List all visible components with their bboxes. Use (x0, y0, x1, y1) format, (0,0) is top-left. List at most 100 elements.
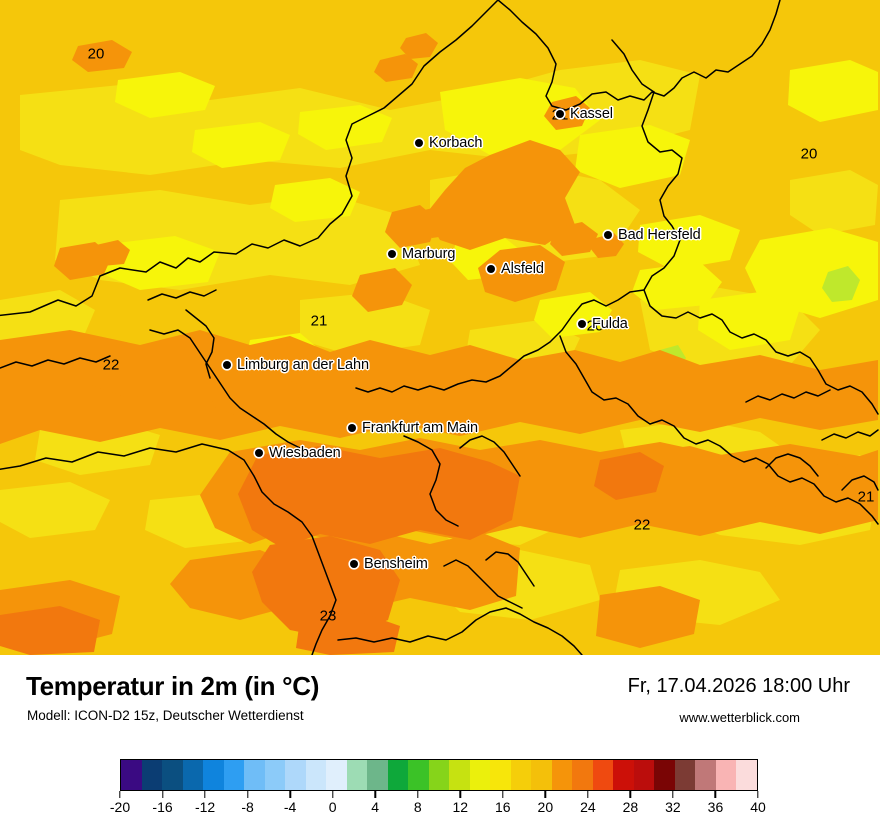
city-label: Wiesbaden (269, 445, 341, 461)
colorbar-swatch (346, 760, 368, 790)
city-label: Fulda (592, 316, 628, 332)
city-label: Bad Hersfeld (618, 227, 701, 243)
colorbar-tick (544, 791, 547, 798)
colorbar-swatch (572, 760, 593, 790)
colorbar-swatch (162, 760, 183, 790)
city-dot-icon (578, 320, 586, 328)
colorbar-tick (629, 791, 632, 798)
city-marker[interactable]: Bensheim (350, 556, 428, 572)
colorbar-tick (289, 791, 291, 798)
colorbar-swatch (654, 760, 675, 790)
colorbar-swatch (408, 760, 429, 790)
colorbar-tick (417, 791, 419, 798)
colorbar-tick-label: 36 (707, 799, 724, 815)
valid-datetime: Fr, 17.04.2026 18:00 Uhr (627, 675, 850, 697)
city-dot-icon (348, 424, 356, 432)
colorbar-swatch (551, 760, 573, 790)
colorbar-swatch (326, 760, 347, 790)
colorbar-swatch (223, 760, 245, 790)
colorbar-tick-labels: -20 -16 -12 -8 -4 0 4 8 12 16 20 24 28 32 36 40 (110, 799, 766, 819)
colorbar-tick-label: 28 (622, 799, 639, 815)
city-dot-icon (556, 110, 564, 118)
colorbar-tick (119, 791, 121, 798)
city-label: Kassel (570, 106, 613, 122)
contour-value-label: 20 (586, 317, 604, 335)
city-label: Bensheim (364, 556, 428, 572)
colorbar-swatch (141, 760, 163, 790)
contour-value-label: 21 (857, 488, 875, 506)
colorbar-swatch (387, 760, 409, 790)
colorbar-tick-label: -4 (283, 799, 297, 815)
city-dot-icon (415, 139, 423, 147)
colorbar-tick-label: 24 (580, 799, 596, 815)
temperature-colorbar: -20 -16 -12 -8 -4 0 4 8 12 16 20 24 28 32 36 40 (110, 759, 766, 815)
city-marker[interactable]: Bad Hersfeld (604, 227, 701, 243)
colorbar-tick (204, 791, 206, 798)
colorbar-tick (714, 791, 717, 798)
colorbar-tick (374, 791, 376, 798)
colorbar-swatch (264, 760, 286, 790)
city-marker[interactable]: Marburg (388, 246, 455, 262)
colorbar-tick (587, 791, 589, 798)
colorbar-tick (246, 791, 249, 798)
colorbar-swatch (367, 760, 388, 790)
colorbar-tick (672, 791, 674, 798)
colorbar-ticks (119, 791, 759, 799)
colorbar-swatch (736, 760, 757, 790)
contour-value-label: 20 (87, 45, 105, 63)
contour-value-label: 23 (319, 607, 337, 625)
colorbar-swatch (633, 760, 655, 790)
contour-value-label: 22 (102, 356, 120, 374)
site-url: www.wetterblick.com (679, 710, 800, 725)
map-footer: Temperatur in 2m (in °C) Modell: ICON-D2… (0, 655, 880, 830)
colorbar-tick-label: 20 (537, 799, 554, 815)
city-dot-icon (223, 361, 231, 369)
colorbar-swatch (449, 760, 470, 790)
colorbar-tick-label: 0 (328, 799, 337, 815)
colorbar-tick (757, 791, 759, 798)
colorbar-swatch (285, 760, 306, 790)
colorbar-tick (331, 791, 334, 798)
colorbar-tick-label: -16 (152, 799, 173, 815)
colorbar-tick-label: -12 (194, 799, 216, 815)
city-marker[interactable]: Kassel (556, 106, 613, 122)
colorbar-swatch (674, 760, 696, 790)
colorbar-gradient (120, 759, 758, 791)
colorbar-swatch (695, 760, 716, 790)
colorbar-swatch (715, 760, 737, 790)
colorbar-tick-label: -20 (109, 799, 131, 815)
city-marker[interactable]: Alsfeld (487, 261, 544, 277)
contour-value-label: 22 (633, 516, 651, 534)
city-label: Marburg (402, 246, 456, 262)
colorbar-tick-label: 32 (665, 799, 681, 815)
city-label: Alsfeld (501, 261, 544, 277)
colorbar-tick-label: -8 (241, 799, 254, 815)
city-marker[interactable]: Wiesbaden (255, 445, 341, 461)
city-dot-icon (487, 265, 495, 273)
city-marker[interactable]: Korbach (415, 135, 482, 151)
colorbar-swatch (203, 760, 224, 790)
city-dot-icon (255, 449, 263, 457)
colorbar-tick-label: 16 (495, 799, 511, 815)
model-subtitle: Modell: ICON-D2 15z, Deutscher Wetterdie… (27, 708, 304, 723)
colorbar-swatch (490, 760, 511, 790)
city-dot-icon (604, 231, 612, 239)
city-label: Limburg an der Lahn (237, 357, 369, 373)
colorbar-swatch (428, 760, 450, 790)
colorbar-tick (502, 791, 504, 798)
contour-value-label: 21 (310, 312, 328, 330)
temperature-field (0, 0, 880, 655)
contour-value-label: 20 (800, 145, 818, 163)
colorbar-swatch (121, 760, 142, 790)
colorbar-swatch (182, 760, 204, 790)
colorbar-tick-label: 8 (413, 799, 422, 815)
colorbar-tick-label: 40 (750, 799, 766, 815)
city-marker[interactable]: Fulda (578, 316, 628, 332)
colorbar-tick (161, 791, 164, 798)
city-marker[interactable]: Frankfurt am Main (348, 420, 478, 436)
city-label: Frankfurt am Main (362, 420, 478, 436)
colorbar-tick-label: 12 (452, 799, 469, 815)
city-marker[interactable]: Limburg an der Lahn (223, 357, 369, 373)
